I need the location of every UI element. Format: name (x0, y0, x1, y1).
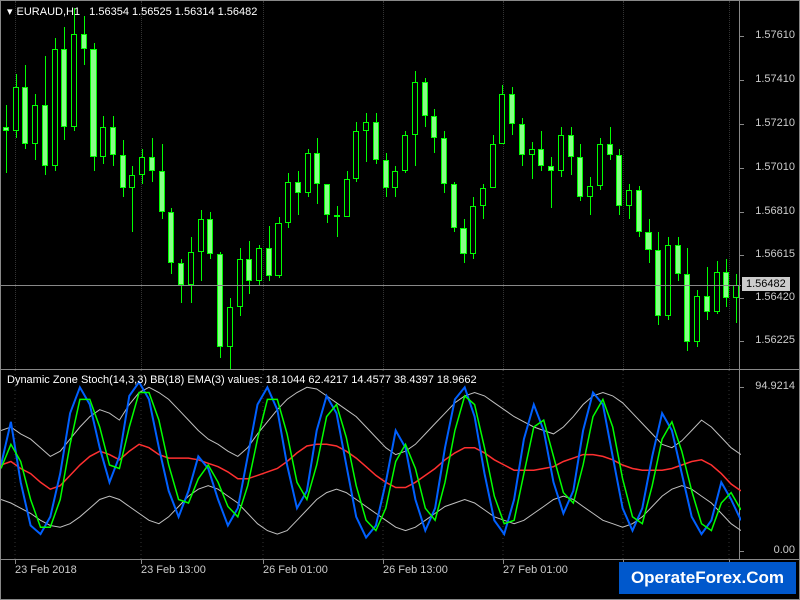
time-tick-label: 23 Feb 13:00 (141, 564, 206, 576)
indicator-label: Dynamic Zone Stoch(14,3,3) BB(18) EMA(3)… (7, 374, 477, 386)
watermark: OperateForex.Com (619, 562, 796, 594)
chart-container: ▾ EURAUD,H1 1.56354 1.56525 1.56314 1.564… (0, 0, 800, 600)
main-price-panel[interactable]: ▾ EURAUD,H1 1.56354 1.56525 1.56314 1.564… (0, 0, 740, 370)
symbol-name: EURAUD,H1 (17, 6, 81, 18)
indicator-axis: 94.9214 0.00 (740, 370, 800, 560)
price-tick-label: 1.57210 (755, 117, 795, 129)
price-tick-label: 1.57410 (755, 73, 795, 85)
symbol-header[interactable]: ▾ EURAUD,H1 1.56354 1.56525 1.56314 1.564… (7, 5, 257, 18)
time-tick-label: 26 Feb 13:00 (383, 564, 448, 576)
indicator-lines (1, 370, 741, 560)
time-tick-label: 23 Feb 2018 (15, 564, 77, 576)
current-price-box: 1.56482 (742, 277, 790, 291)
indicator-tick-label: 94.9214 (755, 380, 795, 392)
time-tick-label: 27 Feb 01:00 (503, 564, 568, 576)
price-axis: 1.57610 1.57410 1.57210 1.57010 1.56810 1.566… (740, 0, 800, 370)
price-tick-label: 1.56420 (755, 291, 795, 303)
price-tick-label: 1.57610 (755, 29, 795, 41)
ohlc-values: 1.56354 1.56525 1.56314 1.56482 (89, 6, 257, 18)
price-tick-label: 1.56615 (755, 248, 795, 260)
price-tick-label: 1.56810 (755, 205, 795, 217)
dropdown-icon[interactable]: ▾ (7, 5, 13, 18)
time-tick-label: 26 Feb 01:00 (263, 564, 328, 576)
current-price-line (1, 285, 741, 286)
indicator-panel[interactable]: Dynamic Zone Stoch(14,3,3) BB(18) EMA(3)… (0, 370, 740, 560)
indicator-tick-label: 0.00 (774, 544, 795, 556)
price-tick-label: 1.57010 (755, 161, 795, 173)
price-tick-label: 1.56225 (755, 334, 795, 346)
